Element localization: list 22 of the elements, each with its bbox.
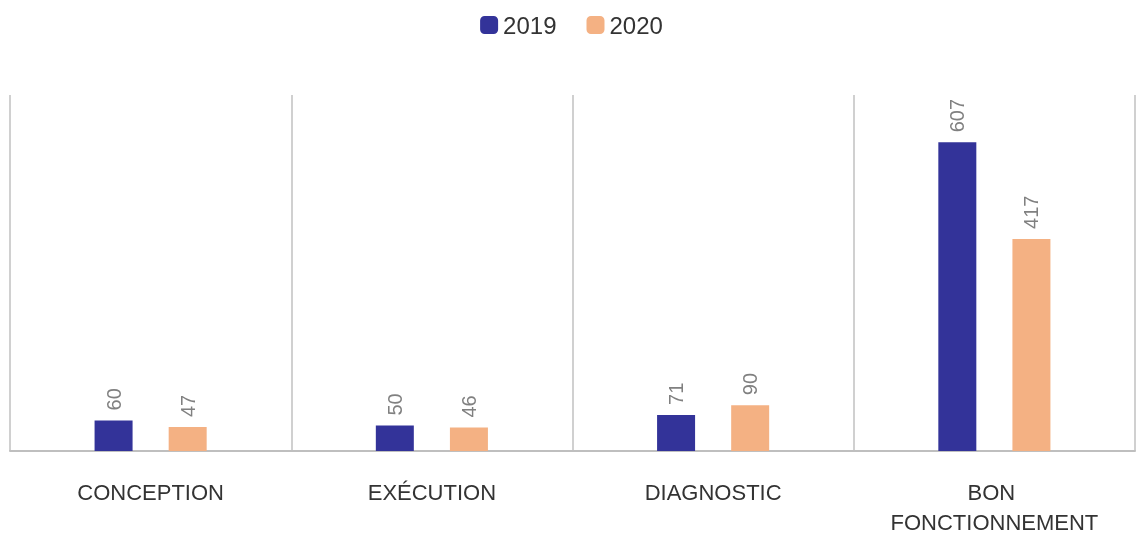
bar <box>1012 238 1051 451</box>
data-label: 60 <box>102 388 125 411</box>
data-label: 417 <box>1020 195 1043 229</box>
legend-label: 2019 <box>503 11 557 39</box>
x-tick-label: BON FONCTIONNEMENT <box>890 479 1099 535</box>
bar <box>657 414 696 451</box>
bar <box>375 425 414 451</box>
data-label: 607 <box>946 98 969 133</box>
x-tick-label: EXÉCUTION <box>367 479 497 505</box>
x-tick-label: CONCEPTION <box>77 479 224 505</box>
legend-label: 2020 <box>609 11 663 39</box>
data-label: 46 <box>457 395 480 418</box>
bar <box>168 427 207 451</box>
bar <box>449 427 488 451</box>
data-label: 71 <box>665 382 688 405</box>
bar <box>94 420 133 451</box>
data-label: 47 <box>176 394 199 418</box>
bar <box>938 142 977 451</box>
data-label: 90 <box>739 372 762 396</box>
bar <box>731 405 770 451</box>
x-tick-label: DIAGNOSTIC <box>644 479 782 505</box>
data-label: 50 <box>383 393 406 416</box>
